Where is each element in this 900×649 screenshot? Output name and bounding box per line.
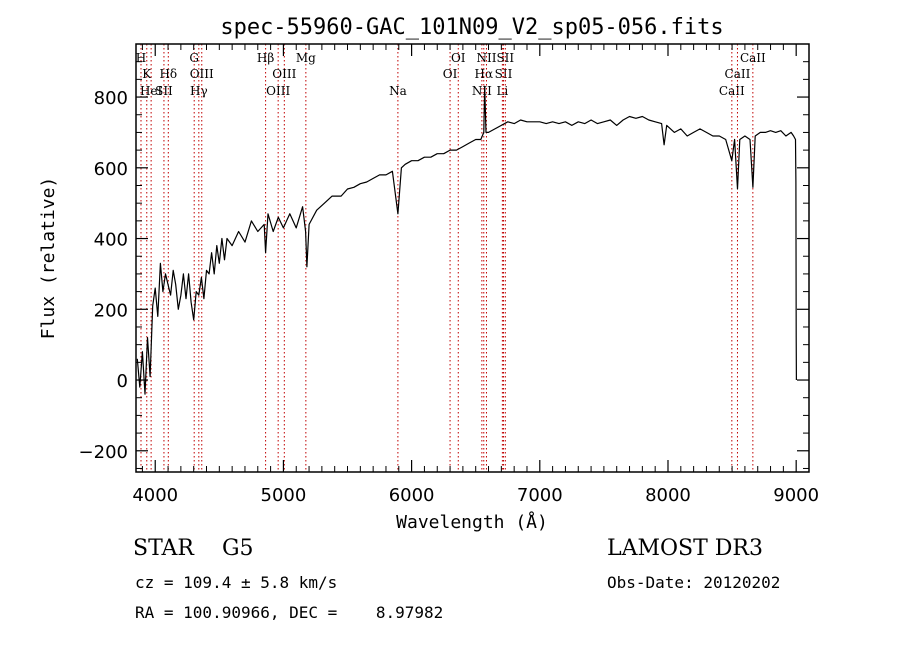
spectral-line-label: SII xyxy=(155,84,173,98)
spectral-line-label: Mg xyxy=(296,51,316,65)
spectral-line-label: G xyxy=(189,51,199,65)
x-tick-label: 7000 xyxy=(517,485,563,506)
spectral-line-label: OIII xyxy=(266,84,290,98)
spectral-line-label: NII xyxy=(476,51,496,65)
y-tick-label: 800 xyxy=(94,88,128,109)
y-tick-label: 0 xyxy=(117,371,128,392)
x-axis-label: Wavelength (Å) xyxy=(396,511,548,533)
spectral-line-label: HeI xyxy=(140,84,163,98)
spectral-line-label: H xyxy=(136,51,146,65)
spectral-line-label: OIII xyxy=(272,67,296,81)
spectral-line-label: Hγ xyxy=(190,84,208,98)
spectral-line-label: CaII xyxy=(719,84,745,98)
spectral-line-label: Hβ xyxy=(257,51,274,65)
chart-title: spec-55960-GAC_101N09_V2_sp05-056.fits xyxy=(220,15,723,40)
spectral-line-label: Hδ xyxy=(159,67,177,81)
flux-series-line xyxy=(136,85,797,395)
y-tick-label: 600 xyxy=(94,159,128,180)
x-tick-label: 8000 xyxy=(645,485,691,506)
spectral-line-label: K xyxy=(142,67,152,81)
spectral-line-label: OI xyxy=(443,67,458,81)
y-tick-label: 400 xyxy=(94,230,128,251)
ra-dec-value: RA = 100.90966, DEC = 8.97982 xyxy=(135,603,444,622)
x-tick-label: 9000 xyxy=(773,485,819,506)
spectral-line-label: OI xyxy=(451,51,466,65)
x-tick-label: 5000 xyxy=(261,485,307,506)
cz-value: cz = 109.4 ± 5.8 km/s xyxy=(135,573,338,592)
spectral-line-label: NII xyxy=(472,84,492,98)
y-tick-label: 200 xyxy=(94,300,128,321)
spectral-line-label: SII xyxy=(496,51,514,65)
spectral-line-label: Hα xyxy=(474,67,493,81)
x-tick-label: 6000 xyxy=(389,485,435,506)
x-tick-label: 4000 xyxy=(132,485,178,506)
spectral-line-label: Li xyxy=(496,84,508,98)
y-tick-label: −200 xyxy=(79,442,128,463)
y-axis-label: Flux (relative) xyxy=(38,177,59,340)
spectral-line-label: CaII xyxy=(725,67,751,81)
spectral-class: STAR G5 xyxy=(133,536,254,561)
spectral-line-label: Na xyxy=(389,84,407,98)
survey-name: LAMOST DR3 xyxy=(607,536,763,561)
spectral-line-label: OIII xyxy=(190,67,214,81)
plot-frame xyxy=(135,43,810,473)
spectral-line-label: SII xyxy=(495,67,513,81)
spectral-line-label: CaII xyxy=(740,51,766,65)
obs-date: Obs-Date: 20120202 xyxy=(607,573,781,592)
